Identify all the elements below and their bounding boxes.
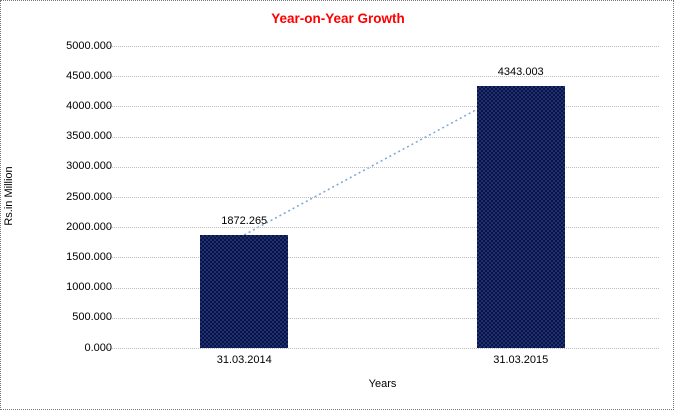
y-tick-label: 4500.000: [66, 69, 112, 82]
bar-data-label: 1872.265: [221, 214, 268, 227]
y-axis-title: Rs.in Million: [3, 166, 15, 226]
gridline: [106, 317, 659, 319]
plot-area: 1872.265 31.03.2014 4343.003 31.03.2015: [106, 46, 659, 366]
y-tick-label: 0.000: [84, 341, 112, 354]
y-tick-label: 2500.000: [66, 190, 112, 203]
gridline: [106, 46, 659, 47]
y-tick-label: 500.000: [72, 311, 112, 324]
gridline: [106, 287, 659, 289]
y-tick-label: 4000.000: [66, 99, 112, 112]
y-tick-label: 2000.000: [66, 220, 112, 233]
gridline: [106, 136, 659, 138]
gridline: [106, 197, 659, 198]
bar-31.03.2014: [200, 234, 289, 348]
bar-data-label: 4343.003: [497, 65, 544, 78]
gridline: [106, 257, 659, 259]
gridline: [106, 76, 659, 78]
gridline: [106, 166, 659, 168]
gridline: [106, 227, 659, 229]
x-axis-title: Years: [368, 378, 397, 390]
x-tick-label: 31.03.2014: [216, 354, 272, 366]
bar-31.03.2015: [476, 85, 565, 348]
chart-title: Year-on-Year Growth: [271, 11, 405, 26]
y-tick-label: 1000.000: [66, 281, 112, 294]
y-tick-label: 1500.000: [66, 250, 112, 263]
x-tick-label: 31.03.2015: [493, 354, 549, 366]
y-tick-label: 3500.000: [66, 130, 112, 143]
y-tick-label: 3000.000: [66, 160, 112, 173]
gridline: [106, 106, 659, 108]
y-tick-label: 5000.000: [66, 39, 112, 52]
gridline: [106, 348, 659, 349]
